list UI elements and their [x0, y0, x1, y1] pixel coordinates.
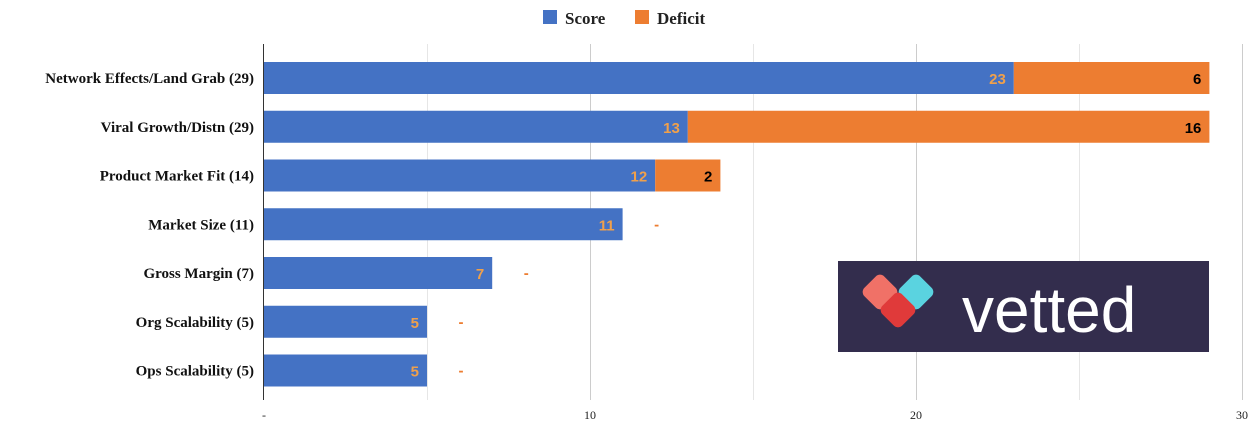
x-tick-label: - — [262, 408, 266, 422]
bar-score — [264, 110, 688, 143]
legend-swatch-deficit — [635, 10, 649, 24]
bar-score — [264, 354, 427, 387]
data-label-score: 5 — [411, 315, 419, 332]
bar-deficit — [687, 110, 1210, 143]
bar-score — [264, 208, 623, 241]
category-label: Market Size (11) — [148, 217, 254, 233]
gridlines — [427, 44, 1243, 400]
category-label: Ops Scalability (5) — [136, 364, 254, 380]
bar-score — [264, 305, 427, 338]
heart-icon — [862, 274, 934, 328]
category-label: Product Market Fit (14) — [100, 169, 254, 185]
legend-swatch-score — [543, 10, 557, 24]
data-label-score: 12 — [631, 169, 648, 186]
bar-score — [264, 62, 1014, 94]
category-label: Viral Growth/Distn (29) — [101, 120, 254, 136]
legend-label-deficit: Deficit — [657, 9, 705, 28]
legend: Score Deficit — [543, 9, 705, 28]
category-label: Org Scalability (5) — [136, 315, 254, 331]
data-label-deficit: 16 — [1185, 120, 1202, 137]
data-label-deficit: - — [459, 363, 464, 380]
data-label-score: 11 — [599, 217, 615, 234]
data-label-score: 13 — [663, 120, 680, 137]
bar-score — [264, 159, 656, 192]
logo-wordmark: vetted — [962, 274, 1136, 346]
data-label-deficit: - — [524, 265, 529, 282]
data-label-score: 23 — [989, 71, 1006, 88]
x-tick-label: 10 — [584, 408, 596, 422]
bar-deficit — [1013, 62, 1210, 94]
category-label: Gross Margin (7) — [143, 266, 254, 282]
vetted-logo: vetted — [838, 261, 1209, 352]
data-label-deficit: 6 — [1193, 71, 1201, 88]
x-axis-ticks: - 10 20 30 — [262, 408, 1248, 422]
bars: 23 6 13 16 12 2 11 - 7 - 5 - 5 - — [264, 62, 1210, 387]
bar-deficit — [655, 159, 721, 192]
category-label: Network Effects/Land Grab (29) — [45, 71, 254, 87]
data-label-score: 5 — [411, 364, 419, 381]
data-label-deficit: - — [459, 314, 464, 331]
bar-score — [264, 257, 493, 289]
x-tick-label: 20 — [910, 408, 922, 422]
data-label-score: 7 — [476, 266, 484, 283]
legend-label-score: Score — [565, 9, 606, 28]
data-label-deficit: - — [654, 216, 659, 233]
x-tick-label: 30 — [1236, 408, 1248, 422]
category-labels: Network Effects/Land Grab (29) Viral Grow… — [45, 71, 254, 380]
data-label-deficit: 2 — [704, 169, 712, 186]
